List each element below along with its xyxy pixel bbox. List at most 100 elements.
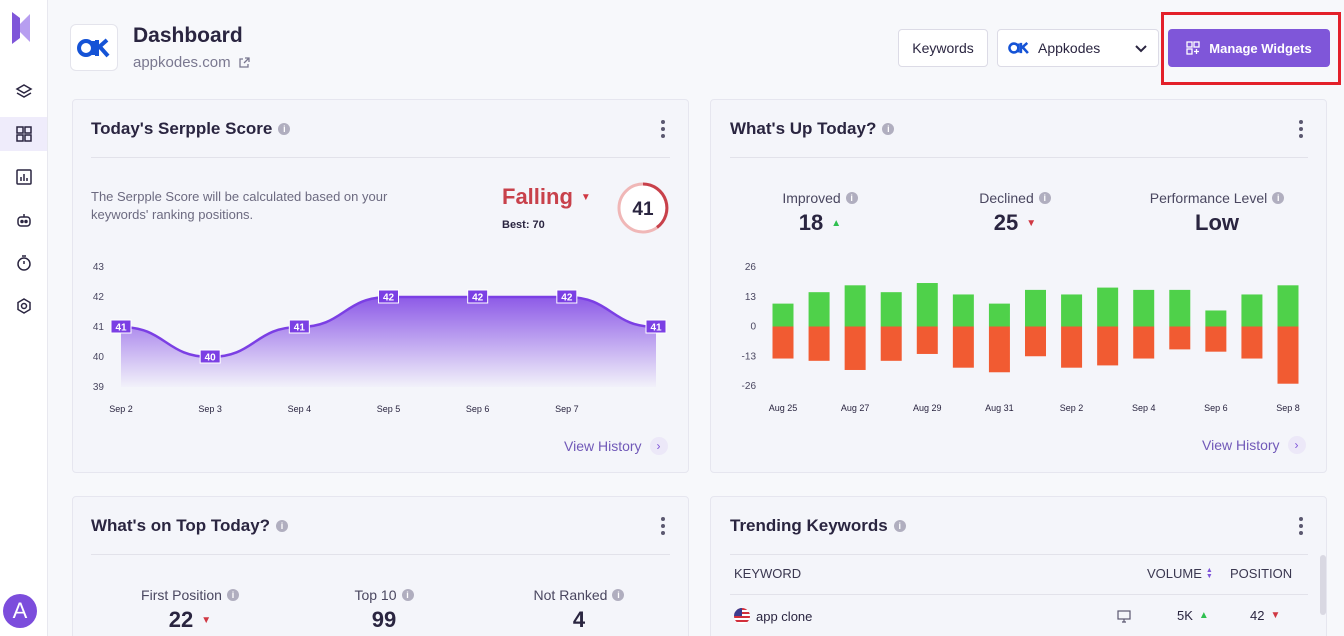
avatar[interactable]: A [3,594,37,628]
sort-icon[interactable]: ▲ ▼ [1205,566,1213,580]
column-position: POSITION [1230,566,1293,581]
data-point-badge [556,289,578,304]
info-icon[interactable]: i [276,520,289,532]
chevron-down-icon [1135,45,1147,53]
x-tick-label: Sep 5 [377,404,401,414]
data-point-badge [467,289,489,304]
keyword-cell: app clone [734,608,812,624]
x-tick-label: Sep 4 [288,404,312,414]
bar [1061,326,1083,368]
site-url[interactable]: appkodes.com [133,54,231,71]
data-label: 41 [650,323,662,334]
info-icon[interactable]: i [278,123,291,135]
y-tick-label: 41 [93,322,105,333]
keywords-button-label: Keywords [912,40,974,56]
scrollbar[interactable] [1320,555,1326,615]
manage-widgets-button[interactable]: Manage Widgets [1168,29,1330,67]
sidebar-item-layers[interactable] [0,75,47,109]
serpple-score-menu-icon[interactable] [660,120,666,138]
bar [1241,294,1263,327]
site-link[interactable]: appkodes.com [133,54,250,71]
performance-label: Performance Level i [1137,190,1297,206]
info-icon[interactable]: i [1272,192,1285,204]
x-tick-label: Sep 4 [1132,403,1156,413]
score-trend-label: Falling [502,184,573,209]
sidebar-item-dashboard[interactable] [0,117,47,151]
serpple-score-chart: 43 42 41 40 39 41 40 41 42 42 42 41 Sep 2 Sep 3 Sep 4 S… [93,262,667,414]
data-label: 42 [383,293,395,304]
sidebar-item-timer[interactable] [0,246,47,280]
x-tick-label: Sep 6 [1204,403,1228,413]
first-position-stat: First Position i 22 ▼ [120,587,260,633]
top-today-menu-icon[interactable] [660,517,666,535]
arrow-down-icon: ▼ [201,614,212,626]
improved-value-text: 18 [798,210,824,235]
bar [1097,326,1119,366]
bar [1025,326,1046,357]
x-tick-label: Aug 27 [841,403,870,413]
settings-icon [16,298,31,314]
sidebar-item-reports[interactable] [0,160,47,194]
info-icon[interactable]: i [845,192,858,204]
sidebar-item-settings[interactable] [0,289,47,323]
trending-keywords-title: Trending Keywords i [730,516,906,536]
top10-label-text: Top 10 [354,587,397,603]
keyword-text[interactable]: app clone [756,608,813,624]
divider [91,157,670,158]
project-select-label: Appkodes [1038,40,1101,56]
info-icon[interactable]: i [1038,192,1051,204]
column-volume[interactable]: VOLUME ▲ ▼ [1147,566,1213,581]
improved-stat: Improved i 18 ▲ [760,190,880,236]
bar [1241,326,1263,359]
column-keyword: KEYWORD [734,566,802,581]
bar [1133,289,1155,327]
first-position-value-text: 22 [168,607,194,632]
trend-down-icon: ▼ [580,191,591,203]
x-tick-label: Sep 6 [466,404,490,414]
trending-menu-icon[interactable] [1298,517,1304,535]
arrow-up-icon: ▲ [831,217,842,229]
first-position-value: 22 ▼ [120,607,260,633]
bar [1133,326,1155,359]
bar [1097,287,1119,327]
bar [1277,285,1299,327]
app-logo-icon[interactable] [12,12,32,44]
bar [772,303,794,327]
info-icon[interactable]: i [226,589,239,601]
keywords-button[interactable]: Keywords [898,29,988,67]
improved-label-text: Improved [782,190,841,206]
top10-label: Top 10 i [324,587,444,603]
whats-up-menu-icon[interactable] [1298,120,1304,138]
position-text: 42 [1250,608,1265,623]
appkodes-logo-icon [77,38,110,57]
x-tick-label: Sep 8 [1276,403,1300,413]
performance-stat: Performance Level i Low [1137,190,1297,236]
divider [91,554,670,555]
declined-label: Declined i [955,190,1075,206]
info-icon[interactable]: i [893,520,906,532]
sidebar: A [0,0,48,636]
info-icon[interactable]: i [401,589,414,601]
reports-icon [15,169,32,185]
not-ranked-label: Not Ranked i [514,587,644,603]
data-point-badge [199,349,221,364]
sidebar-item-bot[interactable] [0,203,47,237]
whats-up-card [710,99,1327,473]
score-trend: Falling ▼ [502,184,591,210]
info-icon[interactable]: i [612,589,625,601]
whats-up-view-history[interactable]: View History › [1202,436,1306,454]
declined-value-text: 25 [993,210,1019,235]
chevron-right-icon: › [649,437,668,455]
improved-value: 18 ▲ [760,210,880,236]
external-link-icon[interactable] [238,56,250,69]
serpple-view-history[interactable]: View History › [564,437,668,455]
bar [1277,326,1299,384]
y-tick-label: 40 [93,352,105,363]
info-icon[interactable]: i [882,123,895,135]
desktop-icon [1117,610,1131,623]
x-tick-label: Sep 2 [109,404,133,414]
not-ranked-value: 4 [572,607,586,632]
best-score: Best: 70 [502,219,545,231]
project-select[interactable]: Appkodes [997,29,1159,67]
dashboard-icon [15,126,32,142]
